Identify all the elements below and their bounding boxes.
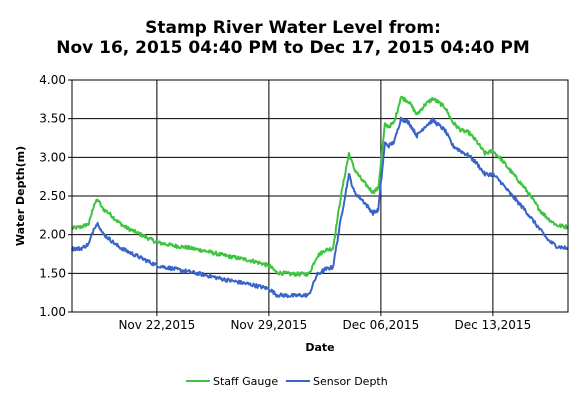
y-axis-ticks: 1.00 1.50 2.00 2.50 3.00 3.50 4.00 bbox=[39, 73, 72, 319]
plot-frame bbox=[71, 79, 569, 313]
x-tick-label: Nov 22,2015 bbox=[118, 318, 195, 332]
chart-title-line-1: Stamp River Water Level from: bbox=[145, 18, 441, 38]
x-tick-label: Dec 06,2015 bbox=[343, 318, 420, 332]
y-tick-label: 2.50 bbox=[39, 189, 66, 203]
y-tick-label: 3.50 bbox=[39, 112, 66, 126]
y-tick-label: 2.00 bbox=[39, 228, 66, 242]
y-tick-label: 3.00 bbox=[39, 150, 66, 164]
x-tick-label: Nov 29,2015 bbox=[230, 318, 307, 332]
legend-label-sensor-depth: Sensor Depth bbox=[313, 375, 388, 388]
legend: Staff Gauge Sensor Depth bbox=[186, 375, 388, 388]
series-line-staff-gauge bbox=[71, 95, 569, 277]
y-tick-label: 1.00 bbox=[39, 305, 66, 319]
y-tick-label: 4.00 bbox=[39, 73, 66, 87]
x-tick-label: Dec 13,2015 bbox=[455, 318, 532, 332]
series-lines bbox=[71, 95, 569, 299]
y-axis-label: Water Depth(m) bbox=[14, 146, 27, 246]
chart-title-line-2: Nov 16, 2015 04:40 PM to Dec 17, 2015 04… bbox=[56, 38, 530, 58]
series-line-sensor-depth bbox=[71, 116, 569, 299]
x-axis-ticks: Nov 22,2015 Nov 29,2015 Dec 06,2015 Dec 13,… bbox=[118, 312, 531, 332]
legend-label-staff-gauge: Staff Gauge bbox=[213, 375, 278, 388]
x-axis-label: Date bbox=[305, 341, 334, 354]
y-tick-label: 1.50 bbox=[39, 266, 66, 280]
gridlines bbox=[72, 79, 568, 313]
